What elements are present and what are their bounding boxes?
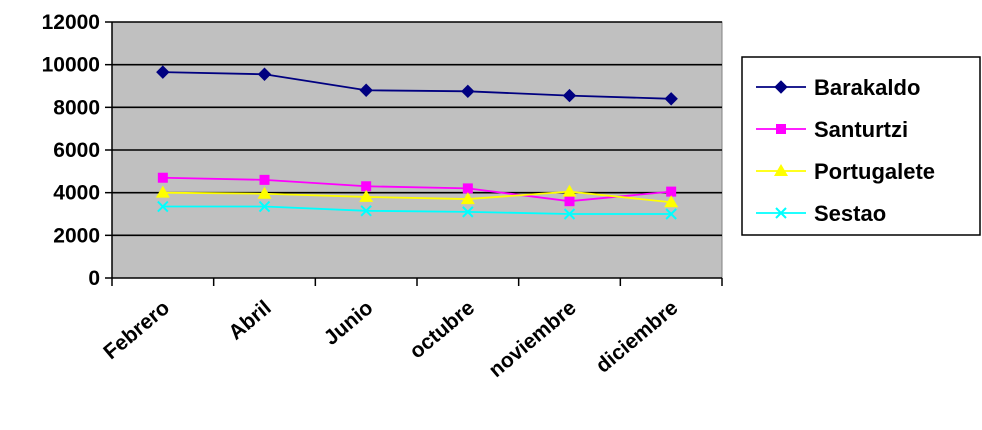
y-tick-label: 2000 — [53, 224, 100, 247]
series-line-barakaldo — [162, 71, 672, 100]
x-tick-label: noviembre — [485, 296, 581, 382]
y-tick-label: 6000 — [53, 139, 100, 162]
legend-label: Santurtzi — [814, 117, 908, 142]
data-point-barakaldo — [156, 65, 170, 79]
data-point-barakaldo — [562, 88, 577, 103]
marker-stroke — [665, 208, 677, 220]
series-layer — [155, 65, 679, 220]
series-line-portugalete — [162, 190, 672, 204]
series-line-sestao — [162, 205, 672, 215]
y-tick-label: 4000 — [53, 182, 100, 205]
data-point-barakaldo — [359, 83, 373, 97]
data-point-portugalete — [664, 195, 679, 208]
y-tick-label: 12000 — [42, 11, 100, 34]
legend-label: Sestao — [814, 201, 886, 226]
marker-stroke — [157, 200, 169, 213]
marker-stroke — [258, 200, 271, 213]
data-point-sestao — [462, 206, 474, 218]
data-point-santurtzi — [259, 174, 270, 185]
data-point-santurtzi — [157, 172, 168, 183]
plot-area — [111, 21, 723, 279]
legend-marker — [774, 164, 788, 176]
y-tick-label: 8000 — [53, 96, 100, 119]
marker-stroke — [360, 205, 372, 217]
legend-marker — [776, 124, 786, 134]
legend-item-santurtzi: Santurtzi — [756, 117, 908, 142]
data-point-portugalete — [562, 184, 577, 197]
data-point-barakaldo — [461, 84, 475, 99]
data-point-sestao — [258, 200, 271, 213]
data-point-barakaldo — [257, 67, 272, 81]
data-point-sestao — [360, 205, 372, 217]
legend-label: Portugalete — [814, 159, 935, 184]
data-point-portugalete — [155, 185, 170, 198]
legend-item-portugalete: Portugalete — [756, 159, 935, 184]
legend: Barakaldo Santurtzi Portugalete Sestao — [741, 56, 981, 236]
data-point-santurtzi — [666, 186, 677, 197]
x-tick-label: diciembre — [592, 296, 683, 377]
data-point-portugalete — [257, 186, 272, 199]
data-point-barakaldo — [664, 92, 678, 106]
y-tick-label: 10000 — [42, 54, 100, 77]
data-point-sestao — [665, 208, 677, 220]
data-point-sestao — [157, 200, 169, 213]
series-line-santurtzi — [162, 176, 672, 203]
legend-marker — [774, 80, 788, 94]
x-tick-label: Abril — [224, 296, 275, 344]
marker-stroke — [563, 208, 576, 220]
x-tick-label: Febrero — [99, 296, 174, 364]
x-tick-label: octubre — [405, 296, 479, 363]
legend-item-sestao: Sestao — [756, 201, 886, 226]
data-point-sestao — [563, 208, 576, 220]
legend-item-barakaldo: Barakaldo — [756, 75, 920, 100]
data-point-portugalete — [359, 189, 374, 202]
data-point-portugalete — [460, 192, 475, 205]
y-tick-label: 0 — [88, 267, 100, 290]
data-point-santurtzi — [462, 183, 473, 194]
marker-stroke — [462, 206, 474, 218]
marker-stroke — [775, 207, 787, 219]
legend-marker — [775, 207, 787, 219]
x-tick-label: Junio — [320, 296, 378, 350]
legend-label: Barakaldo — [814, 75, 920, 100]
data-point-santurtzi — [361, 181, 372, 192]
data-point-santurtzi — [564, 196, 575, 207]
